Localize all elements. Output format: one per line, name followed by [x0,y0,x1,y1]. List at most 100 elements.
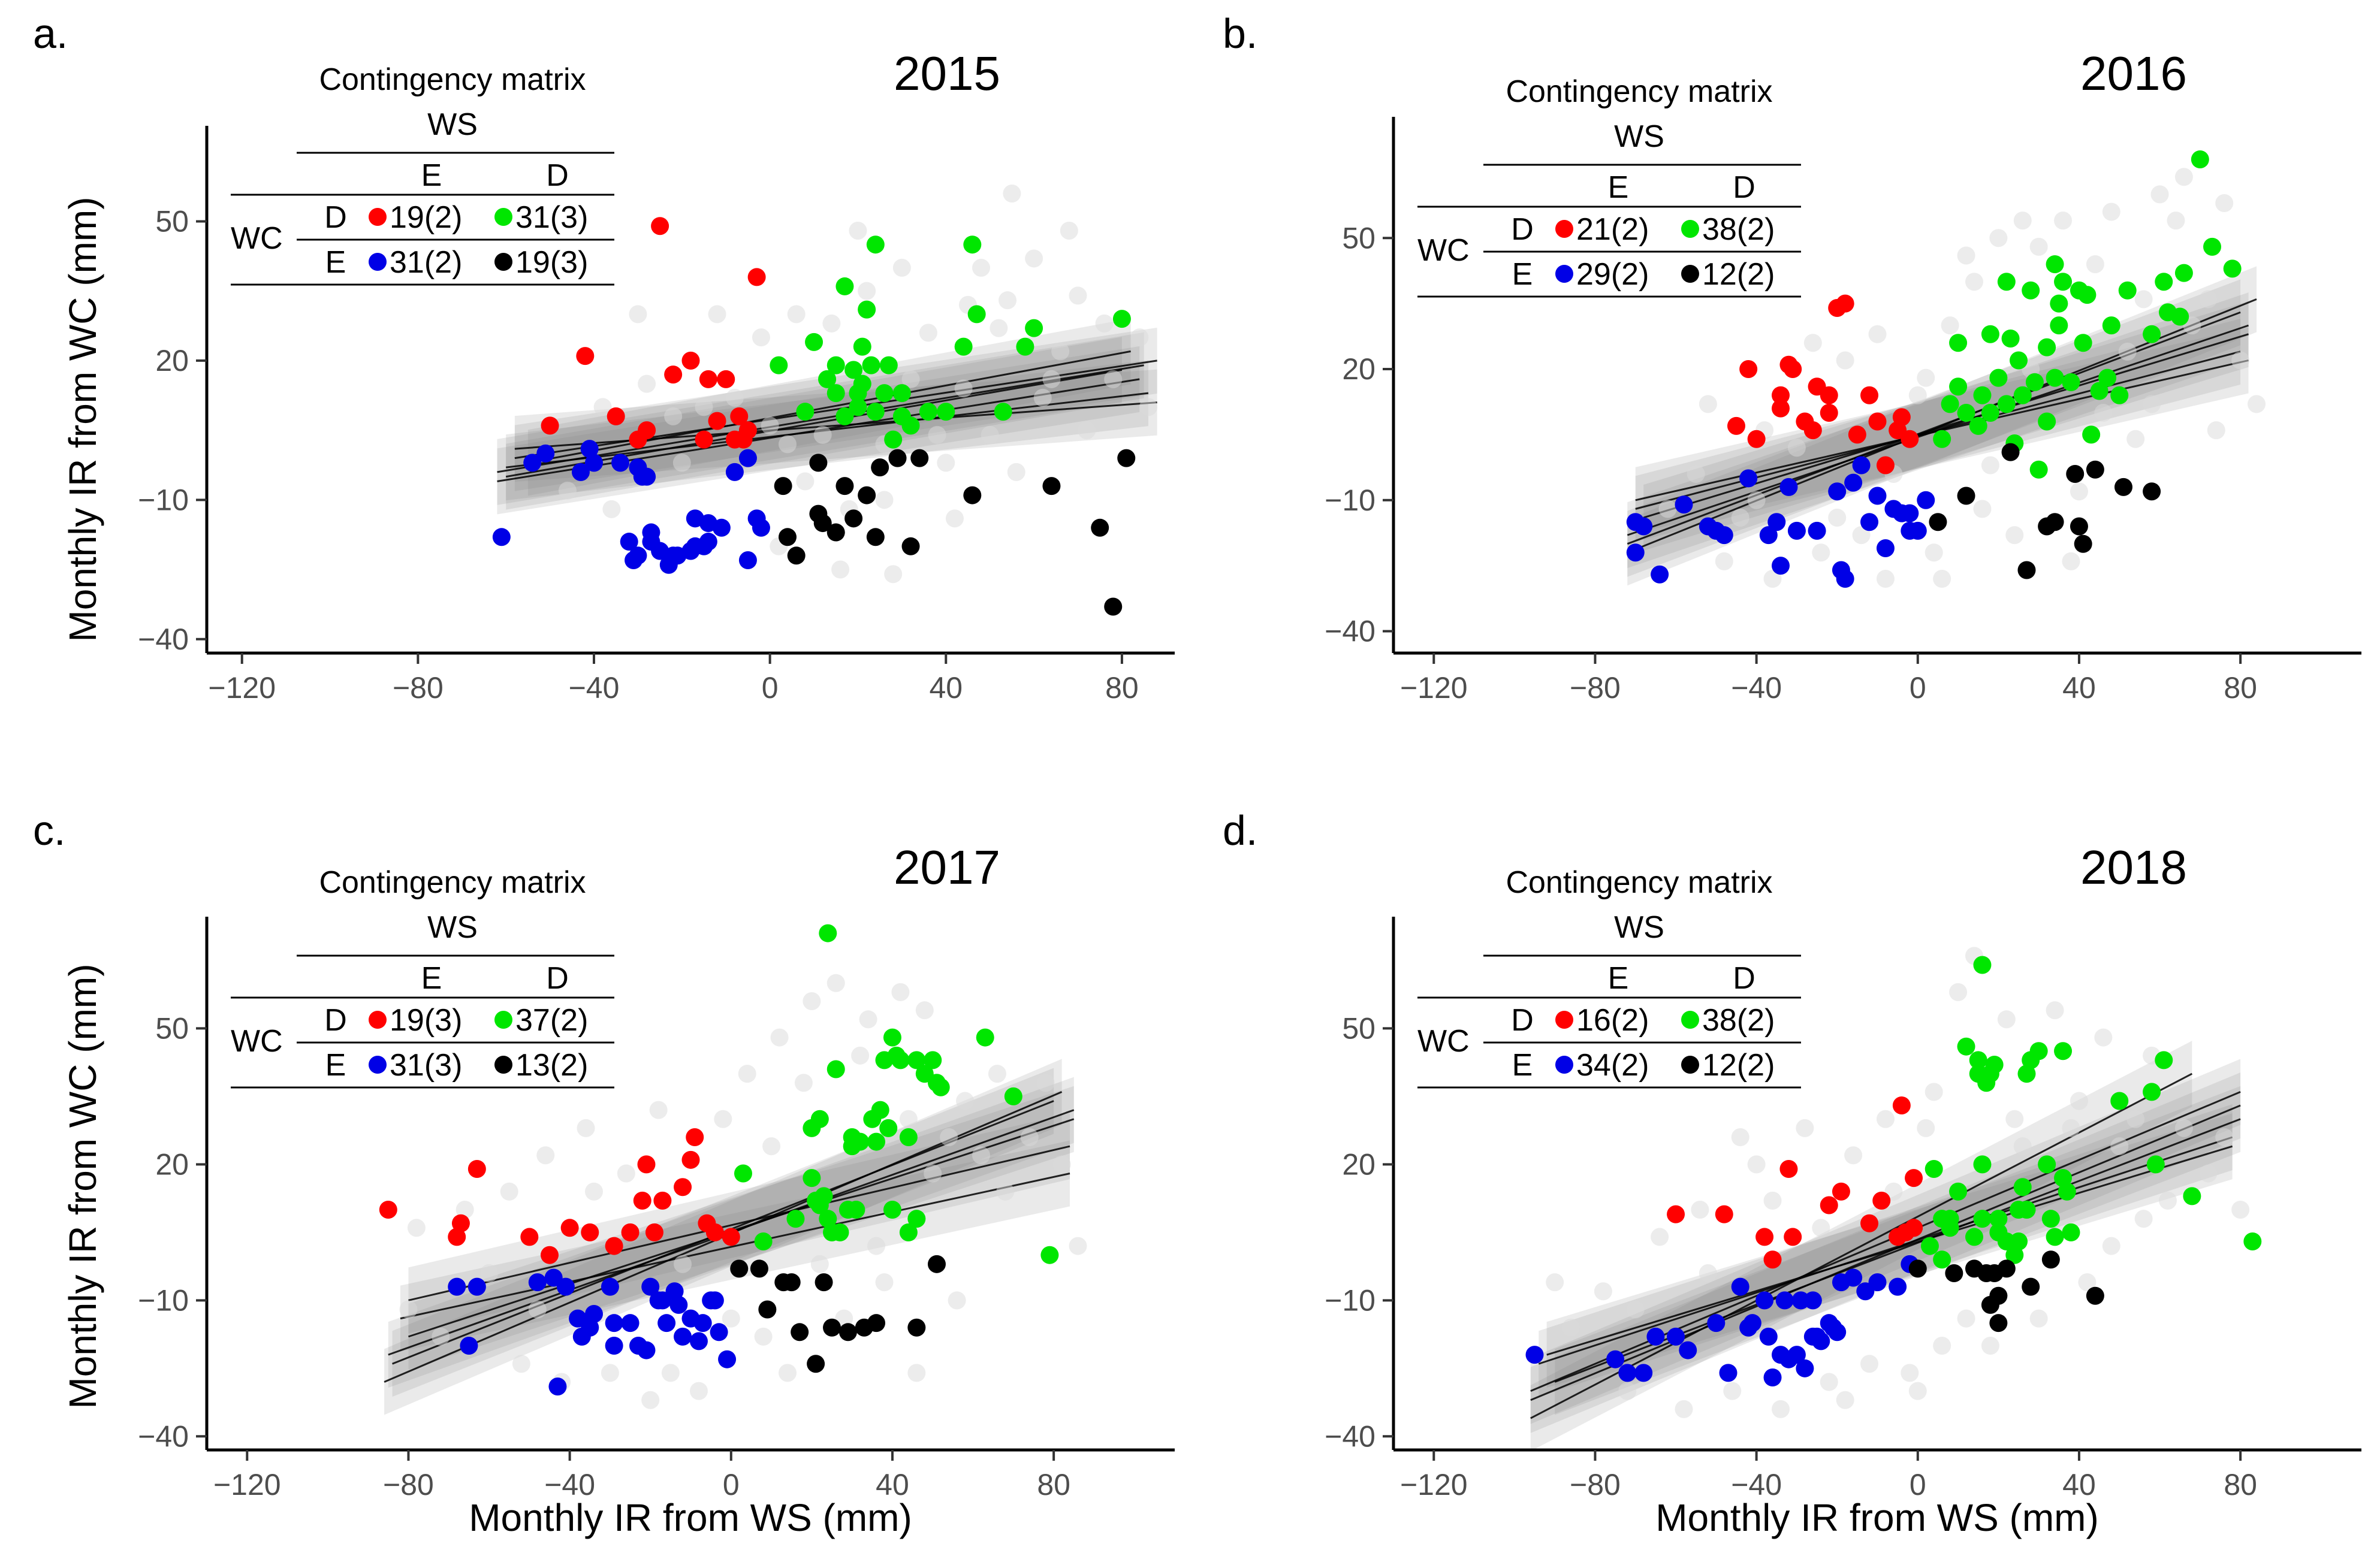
blue-point [1803,1291,1822,1310]
blue-point [548,1377,567,1396]
green-point [1949,377,1968,396]
blue-point [1759,1327,1778,1346]
grey-point [1618,1382,1637,1400]
blue-point [1775,1291,1794,1310]
green-point [937,403,955,421]
grey-point [480,1264,499,1282]
blue-point [601,1277,619,1296]
green-point [2191,150,2209,169]
grey-point [810,1255,829,1273]
matrix-col-header: WS [427,107,478,142]
grey-point [813,425,832,444]
green-point [2118,281,2137,300]
green-point [2013,386,2032,404]
green-point [819,924,837,942]
grey-point [1957,246,1975,265]
blue-point [752,518,770,537]
black-point [1117,449,1136,467]
black-point [813,514,832,533]
matrix-col-e: E [421,158,442,193]
blue-point [725,463,744,481]
blue-point [1901,504,1919,522]
red-point [638,421,656,440]
matrix-blue-count: 31(2) [390,245,462,280]
grey-point [1957,1309,1975,1328]
green-point [2050,316,2068,335]
trend-line [1530,1104,2241,1401]
green-point [2203,237,2222,256]
green-point [786,1210,805,1228]
grey-point [1981,456,1999,475]
matrix-col-d: D [546,961,569,996]
red-point [1905,1169,1923,1188]
trend-line [497,364,1144,473]
blue-point [1828,482,1847,501]
panel-d: d. 2018 −120 −80 −40 0 40 80 −40 −10 20 50 Contingen… [1223,807,2361,1501]
grey-point [528,1300,547,1319]
matrix-red-marker [1555,1011,1573,1029]
grey-point [948,1291,966,1310]
blue-point [1876,539,1895,557]
grey-point [1715,552,1733,570]
blue-point [1743,1314,1761,1333]
green-point [1973,386,1992,404]
green-point [866,235,885,254]
grey-point [2110,1137,2129,1156]
black-point [2001,443,2020,461]
red-point [708,412,726,430]
green-point [919,403,937,421]
green-point [1957,1037,1975,1056]
red-point [717,370,735,388]
blue-point [1796,1359,1814,1377]
grey-point [1868,325,1887,343]
black-point [1989,1286,2008,1305]
green-point [884,430,903,449]
green-point [2029,460,2048,479]
blue-point [1889,1277,1907,1296]
green-point [1981,403,1999,422]
green-point [1941,1219,1959,1237]
matrix-blue-marker [1555,265,1573,283]
green-point [2058,1182,2076,1201]
grey-point [1069,286,1087,305]
red-point [1803,421,1822,440]
grey-point [1997,1010,2016,1029]
green-point [1969,416,1987,435]
grey-point [796,472,815,491]
grey-point [708,305,726,324]
grey-point [2013,212,2032,230]
x-tick-label: −120 [1400,1468,1468,1501]
x-tick-label: 80 [1105,671,1139,705]
panel-title: 2015 [894,47,1000,100]
grey-point [2199,290,2218,309]
red-point [520,1228,539,1246]
grey-point [1060,221,1078,240]
green-point [1040,1246,1059,1264]
green-point [2025,373,2044,391]
blue-point [705,1291,724,1310]
grey-point [803,992,821,1011]
grey-point [1104,370,1123,388]
matrix-black-count: 19(3) [515,245,588,280]
green-point [866,403,885,421]
y-axis-label: Monthly IR from WC (mm) [61,197,104,642]
grey-point [456,1201,474,1219]
green-point [2046,368,2064,387]
grey-point [661,1364,680,1382]
y-tick-label: −40 [138,623,189,656]
grey-point [500,1182,518,1201]
grey-point [2126,430,2145,448]
matrix-red-count: 16(2) [1576,1003,1649,1038]
black-point [927,1255,946,1273]
grey-point [1973,500,1992,518]
grey-point [1933,570,1951,588]
black-point [910,449,929,467]
grey-point [1020,1128,1039,1146]
panel-title: 2017 [894,841,1000,894]
grey-point [907,1364,926,1382]
blue-point [1763,1368,1782,1386]
matrix-green-marker [1681,220,1699,238]
grey-point [1731,508,1749,527]
red-point [1905,1219,1923,1237]
